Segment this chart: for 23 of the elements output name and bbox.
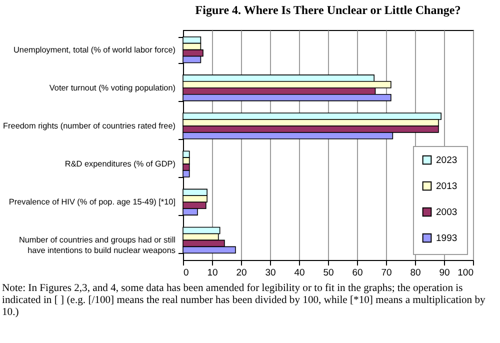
x-tick-label: 30 xyxy=(265,268,276,278)
x-tick-label: 0 xyxy=(184,268,189,278)
legend-label: 2003 xyxy=(436,207,458,218)
x-tick-label: 60 xyxy=(352,268,363,278)
y-tick-label: Voter turnout (% voting population) xyxy=(49,83,176,92)
x-tick-label: 100 xyxy=(458,268,474,278)
x-tick-label: 90 xyxy=(439,268,450,278)
x-tick-label: 50 xyxy=(323,268,334,278)
x-tick-label: 80 xyxy=(410,268,421,278)
y-tick-label: Number of countries and groups had or still have intentions to build nuclear weapons xyxy=(18,236,176,255)
legend-label: 1993 xyxy=(436,233,458,244)
x-tick-label: 10 xyxy=(207,268,218,278)
x-tick-label: 20 xyxy=(236,268,247,278)
legend-label: 2023 xyxy=(436,155,458,166)
legend-label: 2013 xyxy=(436,181,458,192)
y-tick-label: Unemployment, total (% of world labor force) xyxy=(14,45,176,54)
y-tick-label: Prevalence of HIV (% of pop. age 15-49) [*10] xyxy=(8,198,176,207)
text: Note: In Figures 2,3, and 4, some data has been amended for legibility or to fit in the graphs; the operation is indicated in [ ] (e.g. [/100] means the real number has been divided by 100, while [*10] means a multiplication by 10.) xyxy=(2,283,486,319)
x-tick-label: 70 xyxy=(381,268,392,278)
y-tick-label: Freedom rights (number of countries rated free) xyxy=(3,121,176,130)
chart-title: Figure 4. Where Is There Unclear or Little Change? xyxy=(195,3,461,17)
x-tick-label: 40 xyxy=(294,268,305,278)
y-tick-label: R&D expenditures (% of GDP) xyxy=(64,160,176,169)
